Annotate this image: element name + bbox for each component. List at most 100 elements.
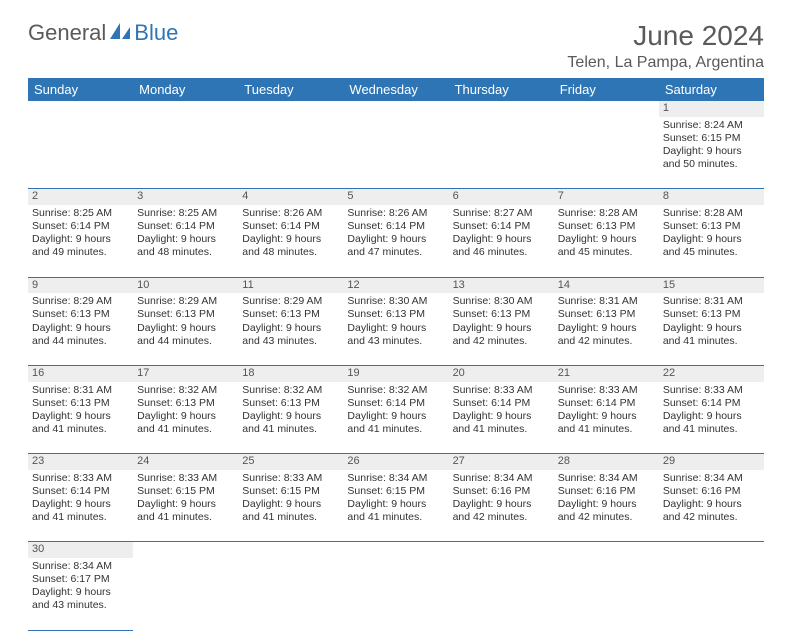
daylight-text: and 43 minutes. [32,599,129,612]
daylight-text: and 41 minutes. [558,423,655,436]
sunset-text: Sunset: 6:15 PM [347,485,444,498]
sunset-text: Sunset: 6:13 PM [347,308,444,321]
daylight-text: and 44 minutes. [32,335,129,348]
daylight-text: and 43 minutes. [242,335,339,348]
day-number-cell: 5 [343,189,448,205]
day-cell: Sunrise: 8:32 AMSunset: 6:13 PMDaylight:… [238,382,343,454]
sunrise-text: Sunrise: 8:25 AM [32,207,129,220]
sunrise-text: Sunrise: 8:24 AM [663,119,760,132]
daylight-text: and 41 minutes. [453,423,550,436]
daylight-text: Daylight: 9 hours [347,322,444,335]
daylight-text: and 41 minutes. [347,423,444,436]
sunset-text: Sunset: 6:16 PM [558,485,655,498]
day-cell: Sunrise: 8:34 AMSunset: 6:16 PMDaylight:… [554,470,659,542]
sunrise-text: Sunrise: 8:34 AM [32,560,129,573]
day-number-cell [133,101,238,117]
weekday-header: Sunday [28,78,133,101]
sunset-text: Sunset: 6:14 PM [453,397,550,410]
sunrise-text: Sunrise: 8:33 AM [558,384,655,397]
day-number-cell: 24 [133,454,238,470]
day-number-cell: 9 [28,277,133,293]
sunrise-text: Sunrise: 8:28 AM [663,207,760,220]
day-number-cell [343,542,448,558]
sunrise-text: Sunrise: 8:33 AM [32,472,129,485]
sunset-text: Sunset: 6:14 PM [347,220,444,233]
daylight-text: and 50 minutes. [663,158,760,171]
daylight-text: Daylight: 9 hours [32,322,129,335]
sunrise-text: Sunrise: 8:31 AM [558,295,655,308]
day-number-cell: 26 [343,454,448,470]
daynum-row: 1 [28,101,764,117]
daylight-text: Daylight: 9 hours [32,410,129,423]
day-cell: Sunrise: 8:29 AMSunset: 6:13 PMDaylight:… [28,293,133,365]
daylight-text: and 41 minutes. [663,335,760,348]
daynum-row: 16171819202122 [28,365,764,381]
day-number-cell: 28 [554,454,659,470]
day-cell: Sunrise: 8:34 AMSunset: 6:17 PMDaylight:… [28,558,133,630]
daylight-text: and 49 minutes. [32,246,129,259]
day-cell: Sunrise: 8:32 AMSunset: 6:14 PMDaylight:… [343,382,448,454]
day-cell: Sunrise: 8:33 AMSunset: 6:15 PMDaylight:… [133,470,238,542]
day-cell [238,558,343,630]
sunrise-text: Sunrise: 8:31 AM [663,295,760,308]
day-number-cell: 12 [343,277,448,293]
daylight-text: and 41 minutes. [137,511,234,524]
daylight-text: and 41 minutes. [32,423,129,436]
day-cell: Sunrise: 8:26 AMSunset: 6:14 PMDaylight:… [238,205,343,277]
day-cell [449,117,554,189]
sunrise-text: Sunrise: 8:28 AM [558,207,655,220]
title-block: June 2024 Telen, La Pampa, Argentina [567,20,764,72]
sunrise-text: Sunrise: 8:34 AM [453,472,550,485]
sunrise-text: Sunrise: 8:34 AM [558,472,655,485]
day-number-cell: 16 [28,365,133,381]
daylight-text: Daylight: 9 hours [663,145,760,158]
daylight-text: Daylight: 9 hours [558,233,655,246]
week-row: Sunrise: 8:31 AMSunset: 6:13 PMDaylight:… [28,382,764,454]
day-cell [238,117,343,189]
sunset-text: Sunset: 6:14 PM [242,220,339,233]
daynum-row: 9101112131415 [28,277,764,293]
day-number-cell: 22 [659,365,764,381]
sunset-text: Sunset: 6:13 PM [32,397,129,410]
daylight-text: Daylight: 9 hours [558,322,655,335]
daylight-text: and 41 minutes. [663,423,760,436]
day-number-cell [28,101,133,117]
sunrise-text: Sunrise: 8:26 AM [242,207,339,220]
day-cell: Sunrise: 8:29 AMSunset: 6:13 PMDaylight:… [133,293,238,365]
day-cell [343,558,448,630]
day-cell [28,117,133,189]
sunset-text: Sunset: 6:13 PM [453,308,550,321]
daylight-text: Daylight: 9 hours [137,322,234,335]
day-number-cell [554,101,659,117]
sunset-text: Sunset: 6:13 PM [558,220,655,233]
sunset-text: Sunset: 6:14 PM [137,220,234,233]
day-number-cell: 6 [449,189,554,205]
sunset-text: Sunset: 6:16 PM [663,485,760,498]
sunrise-text: Sunrise: 8:33 AM [242,472,339,485]
daylight-text: Daylight: 9 hours [242,498,339,511]
daylight-text: and 41 minutes. [32,511,129,524]
day-cell [659,558,764,630]
calendar-header-row: SundayMondayTuesdayWednesdayThursdayFrid… [28,78,764,101]
logo: General Blue [28,20,178,46]
daylight-text: Daylight: 9 hours [663,322,760,335]
sunset-text: Sunset: 6:14 PM [558,397,655,410]
daylight-text: Daylight: 9 hours [137,233,234,246]
day-cell [554,558,659,630]
daylight-text: Daylight: 9 hours [32,586,129,599]
day-cell: Sunrise: 8:33 AMSunset: 6:14 PMDaylight:… [449,382,554,454]
day-cell [343,117,448,189]
sunset-text: Sunset: 6:14 PM [32,220,129,233]
sunset-text: Sunset: 6:13 PM [242,397,339,410]
daylight-text: and 41 minutes. [137,423,234,436]
day-cell: Sunrise: 8:26 AMSunset: 6:14 PMDaylight:… [343,205,448,277]
sunrise-text: Sunrise: 8:34 AM [347,472,444,485]
day-cell: Sunrise: 8:25 AMSunset: 6:14 PMDaylight:… [133,205,238,277]
sunset-text: Sunset: 6:15 PM [242,485,339,498]
day-number-cell [133,542,238,558]
daylight-text: and 47 minutes. [347,246,444,259]
day-number-cell [238,101,343,117]
day-number-cell: 23 [28,454,133,470]
weekday-header: Friday [554,78,659,101]
daylight-text: Daylight: 9 hours [558,410,655,423]
